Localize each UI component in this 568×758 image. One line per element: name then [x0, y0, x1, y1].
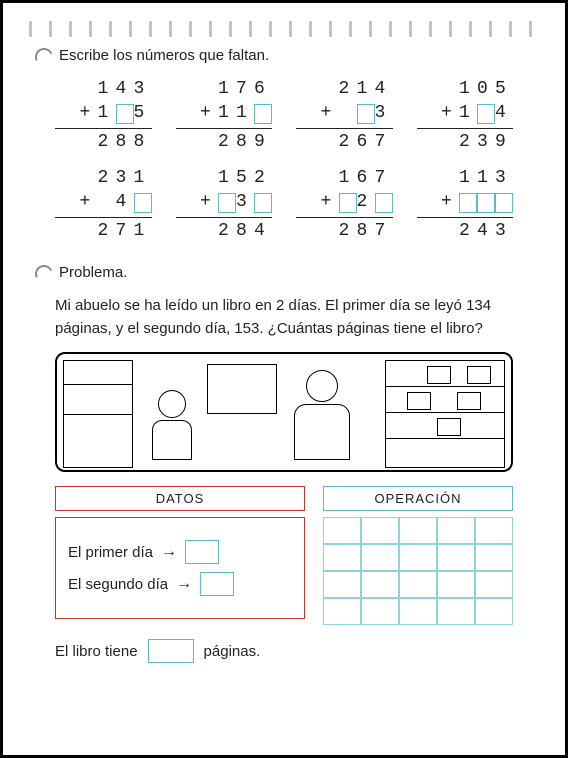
blackboard	[207, 364, 277, 414]
fill-box[interactable]	[185, 540, 219, 564]
illustration	[55, 352, 513, 472]
operacion-box: OPERACIÓN	[323, 486, 513, 625]
addition-problem: 105+14239	[417, 78, 514, 155]
addition-problem: 167+2287	[296, 167, 393, 244]
ex1-title: Escribe los números que faltan.	[59, 47, 269, 64]
datos-label: DATOS	[55, 486, 305, 511]
datos-row-1: El primer día →	[68, 540, 292, 564]
op-label: OPERACIÓN	[323, 486, 513, 511]
answer-box[interactable]	[148, 639, 194, 663]
arrow-icon: →	[176, 575, 192, 593]
addition-problem: 214+ 3267	[296, 78, 393, 155]
missing-digit-box[interactable]	[339, 193, 357, 213]
missing-digit-box[interactable]	[116, 104, 134, 124]
missing-digit-box[interactable]	[254, 104, 272, 124]
missing-digit-box[interactable]	[254, 193, 272, 213]
bullet-icon	[35, 48, 51, 64]
missing-digit-box[interactable]	[459, 193, 477, 213]
addition-problem: 113+243	[417, 167, 514, 244]
child-figure	[147, 390, 197, 470]
bullet-icon	[35, 265, 51, 281]
answer-line: El libro tiene páginas.	[55, 639, 513, 663]
op-grid[interactable]	[323, 517, 513, 625]
datos-body: El primer día → El segundo día →	[55, 517, 305, 619]
addition-problem: 176+11289	[176, 78, 273, 155]
ex2-heading: Problema.	[35, 264, 513, 281]
ex1-heading: Escribe los números que faltan.	[35, 47, 513, 64]
decorative-dots	[23, 21, 545, 37]
ex2-title: Problema.	[59, 264, 127, 281]
missing-digit-box[interactable]	[218, 193, 236, 213]
missing-digit-box[interactable]	[477, 104, 495, 124]
problem-text: Mi abuelo se ha leído un libro en 2 días…	[55, 295, 513, 340]
addition-problem: 231+ 4271	[55, 167, 152, 244]
addition-problem: 143+15288	[55, 78, 152, 155]
missing-digit-box[interactable]	[134, 193, 152, 213]
arrow-icon: →	[161, 543, 177, 561]
grandpa-figure	[287, 370, 357, 470]
missing-digit-box[interactable]	[375, 193, 393, 213]
problems-grid: 143+15288 176+11289 214+ 3267 105+14239 231+…	[55, 78, 513, 244]
datos-row-2: El segundo día →	[68, 572, 292, 596]
missing-digit-box[interactable]	[495, 193, 513, 213]
datos-box: DATOS El primer día → El segundo día →	[55, 486, 305, 625]
work-boxes: DATOS El primer día → El segundo día → O…	[55, 486, 513, 625]
missing-digit-box[interactable]	[357, 104, 375, 124]
exercise-1: Escribe los números que faltan. 143+1528…	[3, 47, 565, 244]
addition-problem: 152+3284	[176, 167, 273, 244]
missing-digit-box[interactable]	[477, 193, 495, 213]
exercise-2: Problema. Mi abuelo se ha leído un libro…	[3, 264, 565, 663]
fill-box[interactable]	[200, 572, 234, 596]
